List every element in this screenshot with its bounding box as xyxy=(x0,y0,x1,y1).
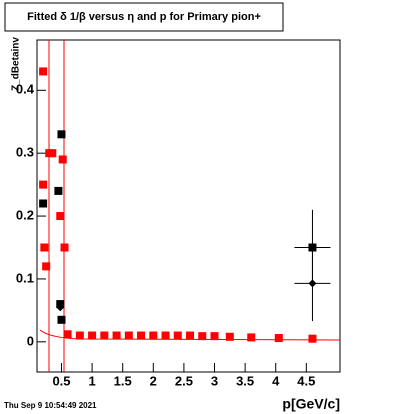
point xyxy=(56,303,65,312)
point xyxy=(75,331,84,340)
footer: Thu Sep 9 10:54:49 2021 xyxy=(4,401,97,410)
y-tick-label: 0.2 xyxy=(16,207,34,222)
point xyxy=(186,331,195,340)
point xyxy=(57,130,66,139)
point xyxy=(124,331,133,340)
point xyxy=(210,332,219,341)
x-axis-label: p[GeV/c] xyxy=(282,396,340,412)
point xyxy=(161,331,170,340)
point xyxy=(137,331,146,340)
point xyxy=(112,331,121,340)
y-tick-label: 0.3 xyxy=(16,145,34,160)
y-tick-label: 0.4 xyxy=(16,82,35,97)
point xyxy=(39,180,48,189)
x-tick-label: 1.5 xyxy=(114,373,132,388)
point xyxy=(56,212,65,221)
point xyxy=(247,333,256,342)
point xyxy=(308,334,317,343)
point xyxy=(63,330,72,339)
x-tick-label: 4 xyxy=(272,373,280,388)
point xyxy=(100,331,109,340)
point xyxy=(39,67,48,76)
point xyxy=(48,149,57,158)
x-tick-label: 3.5 xyxy=(236,373,254,388)
x-tick-label: 0.5 xyxy=(52,373,70,388)
y-axis-label: Z_dBetainv xyxy=(11,37,22,91)
y-tick-label: 0 xyxy=(27,333,34,348)
plot-frame xyxy=(36,39,341,373)
point xyxy=(173,331,182,340)
point xyxy=(308,279,317,288)
x-tick-label: 3 xyxy=(211,373,218,388)
point xyxy=(40,243,49,252)
point xyxy=(198,332,207,341)
point xyxy=(274,334,283,343)
point xyxy=(149,331,158,340)
point xyxy=(42,262,51,271)
point xyxy=(57,315,66,324)
point xyxy=(54,186,63,195)
chart-title: Fitted δ 1/β versus η and p for Primary … xyxy=(27,11,261,23)
x-tick-label: 2.5 xyxy=(175,373,193,388)
y-tick-label: 0.1 xyxy=(16,270,34,285)
x-tick-label: 1 xyxy=(88,373,95,388)
title-box xyxy=(4,2,284,32)
point xyxy=(60,243,69,252)
x-tick-label: 2 xyxy=(150,373,157,388)
point xyxy=(225,332,234,341)
point xyxy=(88,331,97,340)
x-tick-label: 4.5 xyxy=(297,373,315,388)
point xyxy=(58,155,67,164)
point xyxy=(39,199,48,208)
